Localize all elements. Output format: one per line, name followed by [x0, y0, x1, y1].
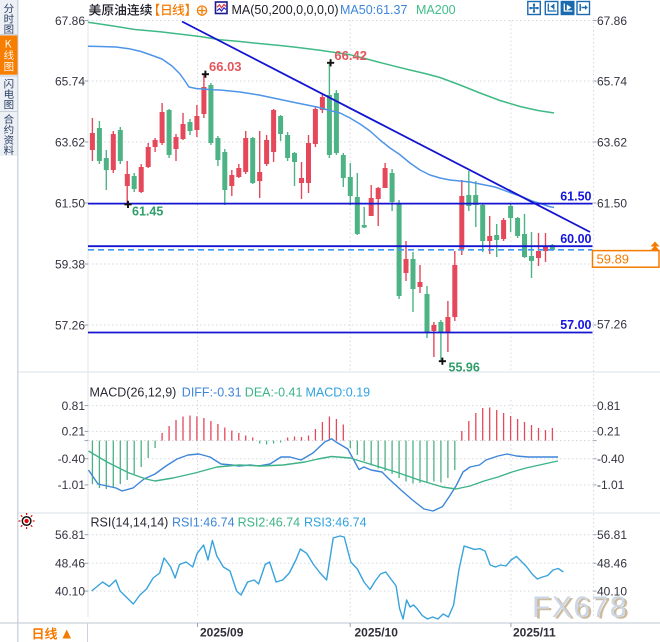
svg-text:57.26: 57.26 [55, 318, 85, 332]
svg-text:61.50: 61.50 [597, 196, 627, 210]
svg-text:-1.01: -1.01 [597, 478, 625, 492]
svg-text:2025/10: 2025/10 [355, 626, 399, 640]
svg-text:MA50:61.37: MA50:61.37 [340, 3, 407, 17]
svg-text:MA200: MA200 [416, 3, 456, 17]
svg-text:59.38: 59.38 [55, 257, 85, 271]
svg-text:FX678: FX678 [535, 593, 631, 626]
svg-text:MA(50,200,0,0,0,0): MA(50,200,0,0,0,0) [232, 3, 339, 17]
svg-text:59.89: 59.89 [597, 252, 630, 267]
svg-text:RSI3:46.74: RSI3:46.74 [304, 516, 367, 530]
svg-text:67.86: 67.86 [55, 14, 85, 28]
svg-text:61.50: 61.50 [560, 190, 591, 204]
svg-text:60.00: 60.00 [560, 232, 591, 246]
svg-text:FX678: FX678 [532, 591, 628, 624]
svg-text:RSI2:46.74: RSI2:46.74 [238, 516, 301, 530]
svg-text:2025/11: 2025/11 [513, 626, 556, 640]
svg-text:65.74: 65.74 [55, 74, 85, 88]
svg-text:0.21: 0.21 [62, 425, 86, 439]
svg-text:0.81: 0.81 [62, 399, 86, 413]
svg-text:61.45: 61.45 [132, 204, 163, 218]
svg-text:DIFF:-0.31: DIFF:-0.31 [182, 386, 242, 400]
svg-text:57.00: 57.00 [560, 318, 591, 332]
svg-text:66.42: 66.42 [334, 48, 367, 63]
svg-text:2025/09: 2025/09 [200, 626, 244, 640]
svg-text:65.74: 65.74 [597, 74, 627, 88]
svg-text:56.81: 56.81 [55, 528, 85, 542]
svg-text:67.86: 67.86 [597, 14, 627, 28]
svg-text:40.10: 40.10 [55, 584, 85, 598]
svg-text:-1.01: -1.01 [58, 478, 86, 492]
svg-text:0.21: 0.21 [597, 425, 621, 439]
svg-text:DEA:-0.41: DEA:-0.41 [245, 386, 303, 400]
svg-text:0.81: 0.81 [597, 399, 621, 413]
svg-text:56.81: 56.81 [597, 528, 627, 542]
svg-text:RSI(14,14,14): RSI(14,14,14) [91, 516, 169, 530]
svg-text:66.03: 66.03 [209, 59, 242, 74]
svg-text:MACD:0.19: MACD:0.19 [306, 386, 371, 400]
svg-text:MACD(26,12,9): MACD(26,12,9) [90, 386, 177, 400]
svg-text:55.96: 55.96 [449, 360, 480, 374]
svg-text:61.50: 61.50 [55, 196, 85, 210]
svg-text:40.10: 40.10 [597, 584, 627, 598]
svg-text:-0.40: -0.40 [597, 452, 625, 466]
svg-text:RSI1:46.74: RSI1:46.74 [172, 516, 235, 530]
svg-text:48.46: 48.46 [55, 557, 85, 571]
svg-text:63.62: 63.62 [55, 135, 85, 149]
svg-text:57.26: 57.26 [597, 317, 627, 331]
svg-text:48.46: 48.46 [597, 557, 627, 571]
svg-text:-0.40: -0.40 [58, 452, 86, 466]
svg-text:63.62: 63.62 [597, 135, 627, 149]
